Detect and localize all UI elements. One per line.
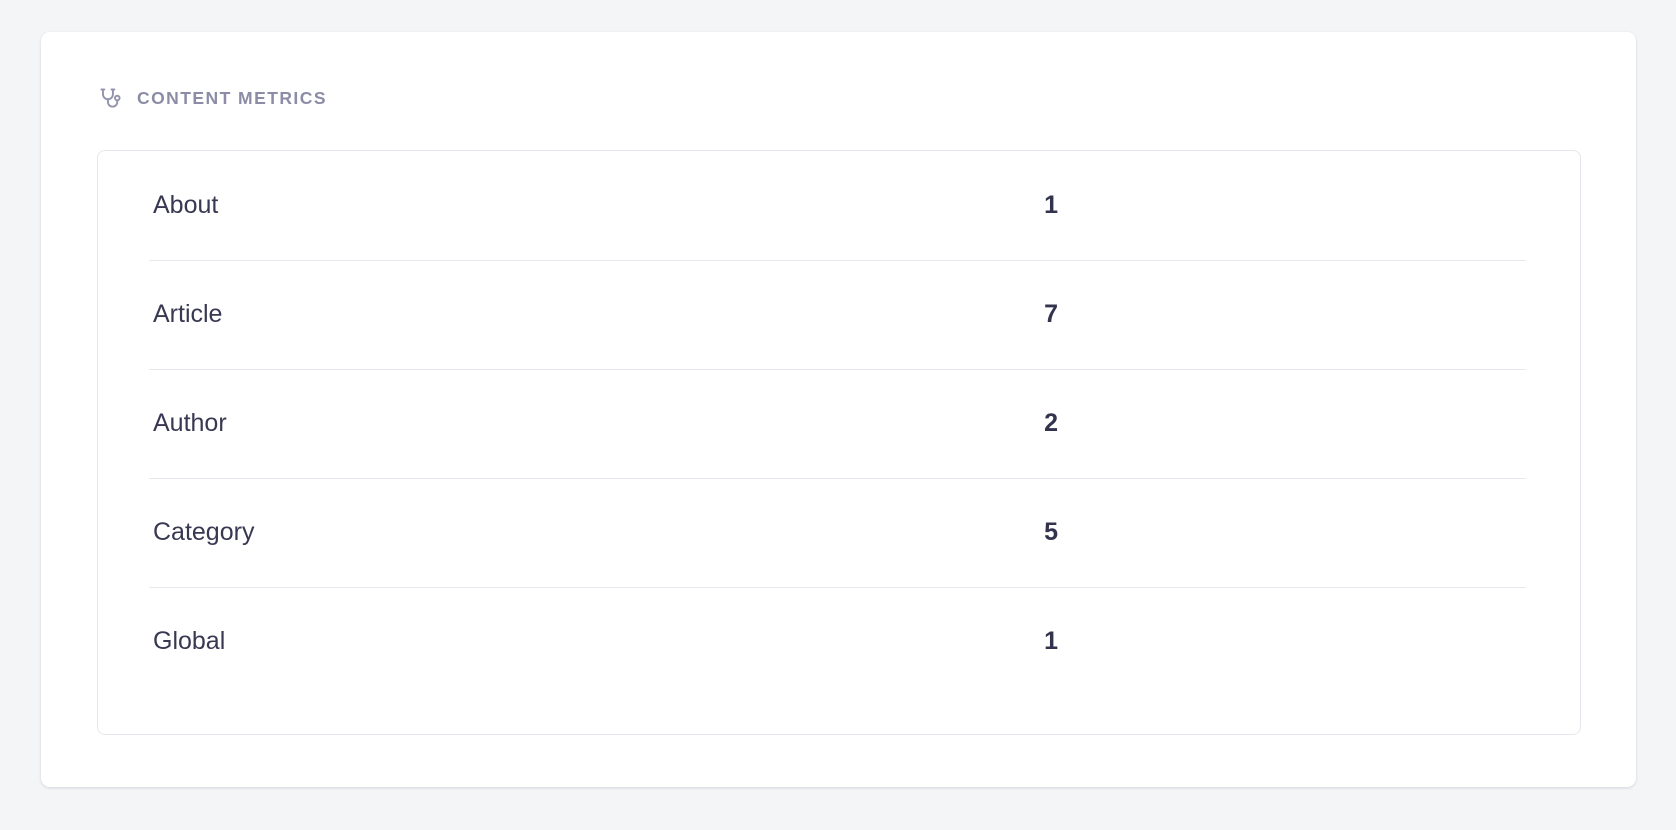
metric-label: Category — [153, 518, 255, 546]
metric-label: Author — [153, 409, 227, 437]
metric-label: Global — [153, 627, 226, 655]
table-row[interactable]: Author 2 — [98, 369, 1580, 478]
page-title: CONTENT METRICS — [137, 88, 327, 109]
card-header: CONTENT METRICS — [97, 84, 327, 114]
content-metrics-card: CONTENT METRICS About 1 Article 7 Author… — [41, 32, 1636, 787]
content-metrics-panel: About 1 Article 7 Author 2 Category 5 Gl… — [97, 150, 1581, 735]
metrics-list: About 1 Article 7 Author 2 Category 5 Gl… — [98, 151, 1580, 696]
table-row[interactable]: Article 7 — [98, 260, 1580, 369]
metric-value: 5 — [1044, 518, 1058, 546]
metric-label: Article — [153, 300, 223, 328]
stethoscope-icon — [97, 86, 123, 112]
metric-value: 2 — [1044, 409, 1058, 437]
table-row[interactable]: Category 5 — [98, 478, 1580, 587]
metric-value: 7 — [1044, 300, 1058, 328]
metric-value: 1 — [1044, 191, 1058, 219]
table-row[interactable]: Global 1 — [98, 587, 1580, 696]
metric-value: 1 — [1044, 627, 1058, 655]
metric-label: About — [153, 191, 219, 219]
table-row[interactable]: About 1 — [98, 151, 1580, 260]
